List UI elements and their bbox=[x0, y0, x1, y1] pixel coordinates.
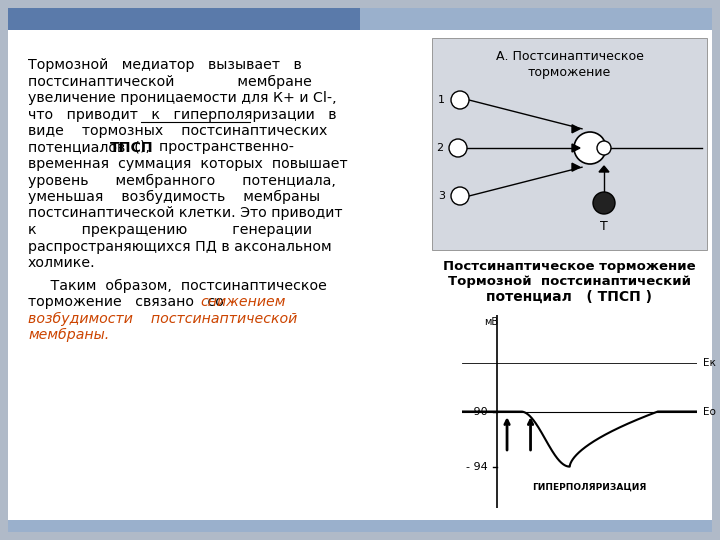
Text: холмике.: холмике. bbox=[28, 256, 96, 270]
Text: временная  суммация  которых  повышает: временная суммация которых повышает bbox=[28, 157, 348, 171]
Circle shape bbox=[449, 139, 467, 157]
Text: ГИПЕРПОЛЯРИЗАЦИЯ: ГИПЕРПОЛЯРИЗАЦИЯ bbox=[532, 483, 647, 492]
Text: торможение   связано   со: торможение связано со bbox=[28, 295, 238, 309]
Text: Тормозной  постсинаптический: Тормозной постсинаптический bbox=[448, 275, 691, 288]
Text: Т: Т bbox=[600, 220, 608, 233]
Text: А. Постсинаптическое: А. Постсинаптическое bbox=[495, 50, 644, 63]
Polygon shape bbox=[572, 144, 580, 152]
Text: к          прекращению          генерации: к прекращению генерации bbox=[28, 223, 312, 237]
Bar bbox=[432, 38, 707, 250]
Bar bbox=[360, 8, 712, 30]
Bar bbox=[8, 8, 360, 30]
Text: мВ: мВ bbox=[485, 317, 498, 327]
Text: Постсинаптическое торможение: Постсинаптическое торможение bbox=[444, 260, 696, 273]
Text: что   приводит   к   гиперполяризации   в: что приводит к гиперполяризации в bbox=[28, 107, 336, 122]
Text: ТПСП: ТПСП bbox=[110, 140, 153, 154]
Circle shape bbox=[451, 187, 469, 205]
Text: снижением: снижением bbox=[200, 295, 285, 309]
Text: виде    тормозных    постсинаптических: виде тормозных постсинаптических bbox=[28, 124, 328, 138]
Polygon shape bbox=[572, 163, 580, 171]
Text: Ек: Ек bbox=[703, 358, 716, 368]
Text: увеличение проницаемости для К+ и Cl-,: увеличение проницаемости для К+ и Cl-, bbox=[28, 91, 337, 105]
Text: возбудимости    постсинаптической: возбудимости постсинаптической bbox=[28, 312, 297, 326]
Text: торможение: торможение bbox=[528, 66, 611, 79]
Polygon shape bbox=[572, 125, 580, 133]
Text: потенциалов  (: потенциалов ( bbox=[28, 140, 140, 154]
Text: постсинаптической клетки. Это приводит: постсинаптической клетки. Это приводит bbox=[28, 206, 343, 220]
Circle shape bbox=[574, 132, 606, 164]
Circle shape bbox=[451, 91, 469, 109]
Circle shape bbox=[597, 141, 611, 155]
Text: уменьшая    возбудимость    мембраны: уменьшая возбудимость мембраны bbox=[28, 190, 320, 204]
Text: распространяющихся ПД в аксональном: распространяющихся ПД в аксональном bbox=[28, 240, 332, 253]
Text: ),  пространственно-: ), пространственно- bbox=[140, 140, 294, 154]
Polygon shape bbox=[599, 166, 609, 172]
Text: 2: 2 bbox=[436, 143, 443, 153]
Text: мембраны.: мембраны. bbox=[28, 328, 109, 342]
Text: - 94: - 94 bbox=[466, 462, 487, 471]
Text: 3: 3 bbox=[438, 191, 445, 201]
Text: Тормозной   медиатор   вызывает   в: Тормозной медиатор вызывает в bbox=[28, 58, 302, 72]
Text: уровень      мембранного      потенциала,: уровень мембранного потенциала, bbox=[28, 173, 336, 187]
Text: - 90: - 90 bbox=[466, 407, 487, 416]
Text: Таким  образом,  постсинаптическое: Таким образом, постсинаптическое bbox=[28, 279, 327, 293]
Circle shape bbox=[593, 192, 615, 214]
Bar bbox=[8, 520, 712, 532]
Text: постсинаптической              мембране: постсинаптической мембране bbox=[28, 75, 312, 89]
Text: 1: 1 bbox=[438, 95, 445, 105]
Text: потенциал   ( ТПСП ): потенциал ( ТПСП ) bbox=[487, 290, 652, 304]
Text: Ео: Ео bbox=[703, 407, 716, 416]
